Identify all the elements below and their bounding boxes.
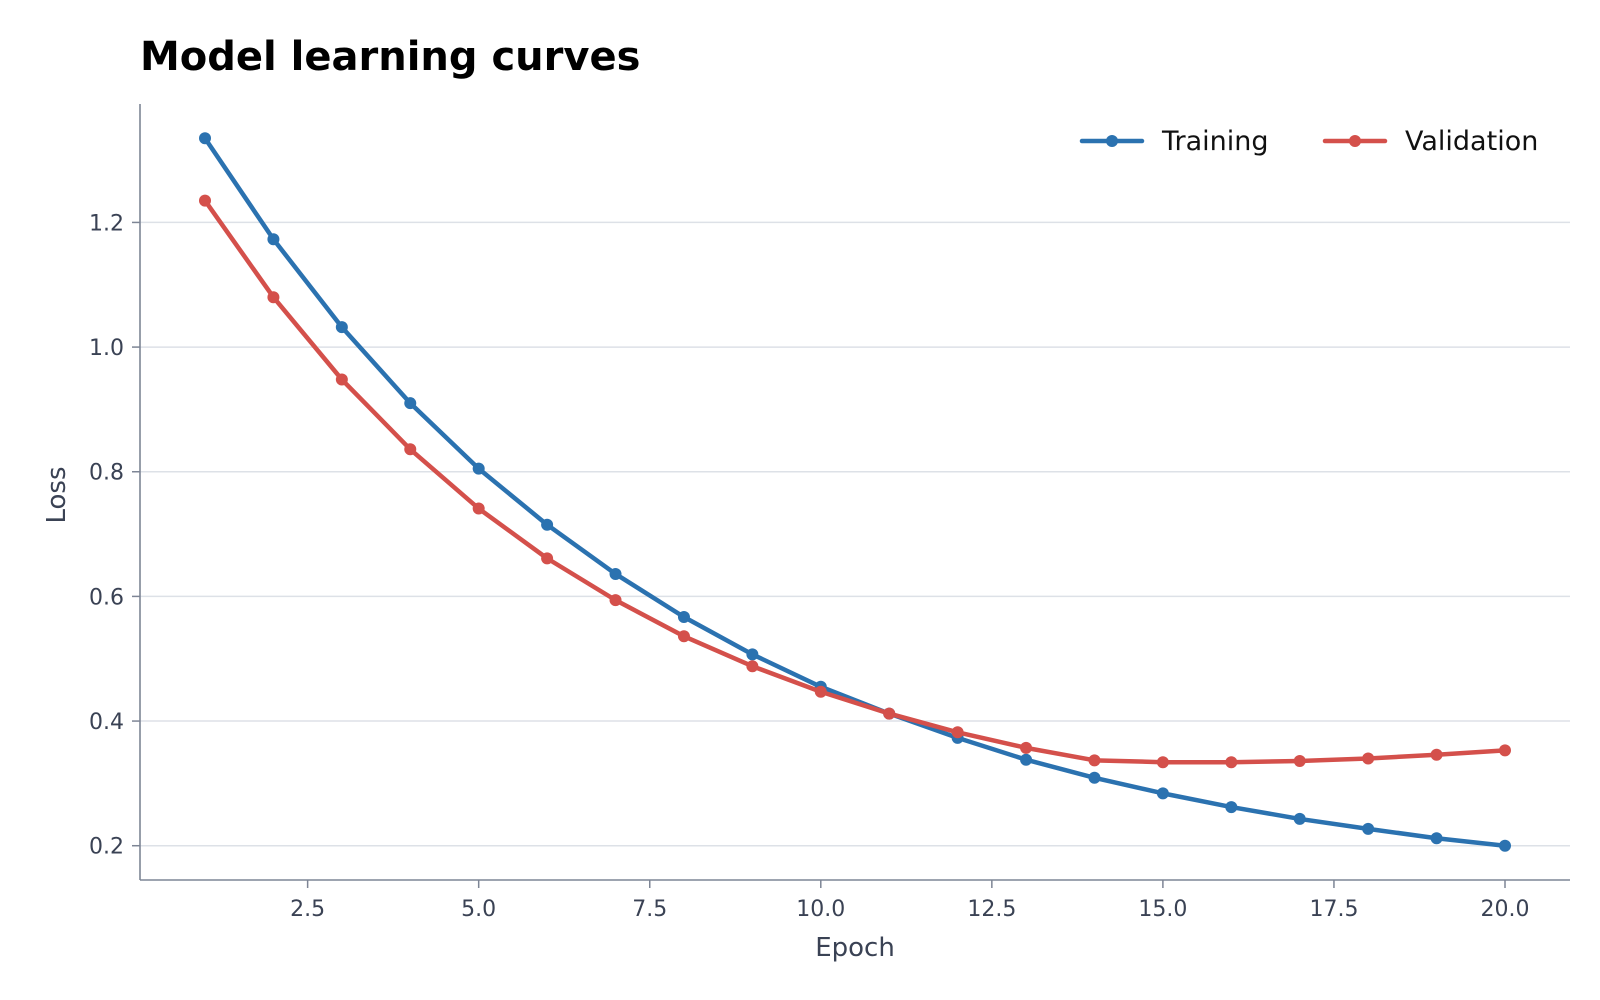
training-point bbox=[609, 567, 622, 580]
legend-marker-training bbox=[1106, 135, 1118, 147]
validation-point bbox=[335, 373, 348, 386]
training-point bbox=[1020, 753, 1033, 766]
validation-point bbox=[1088, 754, 1101, 767]
validation-point bbox=[404, 443, 417, 456]
training-point bbox=[267, 233, 280, 246]
training-point bbox=[404, 397, 417, 410]
training-point bbox=[1293, 812, 1306, 825]
legend-marker-validation bbox=[1349, 135, 1361, 147]
y-ticks: 0.2 0.4 0.6 0.8 1.0 1.2 bbox=[89, 211, 140, 860]
x-tick-label: 12.5 bbox=[967, 897, 1016, 922]
legend-item-validation: Validation bbox=[1322, 126, 1538, 157]
validation-line bbox=[202, 198, 1508, 765]
training-point bbox=[1156, 787, 1169, 800]
training-point bbox=[746, 648, 759, 661]
training-point bbox=[199, 132, 211, 145]
y-tick-label: 0.4 bbox=[89, 710, 124, 735]
legend-label-validation: Validation bbox=[1405, 126, 1538, 157]
validation-point bbox=[951, 726, 964, 739]
training-point bbox=[472, 462, 485, 475]
training-point bbox=[335, 321, 348, 334]
legend-item-training: Training bbox=[1079, 126, 1269, 157]
validation-point bbox=[1430, 748, 1443, 761]
legend-label-training: Training bbox=[1161, 126, 1269, 157]
x-tick-label: 2.5 bbox=[290, 897, 325, 922]
validation-series bbox=[199, 194, 1511, 769]
validation-point bbox=[199, 194, 211, 207]
validation-point bbox=[1293, 754, 1306, 767]
y-tick-label: 0.8 bbox=[89, 461, 124, 486]
y-tick-label: 0.6 bbox=[89, 585, 124, 610]
training-series bbox=[199, 132, 1511, 852]
training-point bbox=[1088, 771, 1101, 784]
validation-point bbox=[1225, 756, 1238, 769]
validation-point bbox=[746, 660, 759, 673]
gridlines bbox=[140, 221, 1570, 847]
x-axis-label: Epoch bbox=[815, 933, 895, 963]
y-tick-label: 1.2 bbox=[89, 211, 124, 236]
x-tick-label: 5.0 bbox=[461, 897, 496, 922]
training-point bbox=[1430, 832, 1443, 845]
validation-point bbox=[677, 630, 690, 643]
validation-point bbox=[1020, 741, 1033, 754]
validation-point bbox=[472, 502, 485, 515]
validation-point bbox=[609, 594, 622, 607]
y-tick-label: 0.2 bbox=[89, 835, 124, 860]
training-point bbox=[541, 518, 554, 531]
y-tick-label: 1.0 bbox=[89, 336, 124, 361]
validation-point bbox=[814, 685, 827, 698]
training-point bbox=[1362, 822, 1375, 835]
axes bbox=[139, 104, 1570, 881]
x-tick-label: 20.0 bbox=[1481, 897, 1530, 922]
validation-point bbox=[1362, 752, 1375, 765]
x-tick-label: 17.5 bbox=[1309, 897, 1358, 922]
x-tick-label: 15.0 bbox=[1138, 897, 1187, 922]
validation-point bbox=[1156, 756, 1169, 769]
chart-title: Model learning curves bbox=[140, 34, 640, 80]
x-ticks: 2.5 5.0 7.5 10.0 12.5 15.0 17.5 20.0 bbox=[290, 880, 1529, 922]
training-point bbox=[677, 610, 690, 623]
validation-point bbox=[267, 291, 280, 304]
training-point bbox=[1499, 839, 1511, 852]
legend: Training Validation bbox=[1079, 126, 1538, 157]
training-point bbox=[1225, 801, 1238, 814]
x-tick-label: 10.0 bbox=[796, 897, 845, 922]
series bbox=[199, 132, 1511, 852]
validation-point bbox=[883, 707, 896, 720]
x-tick-label: 7.5 bbox=[632, 897, 667, 922]
y-axis-label: Loss bbox=[42, 466, 72, 523]
validation-point bbox=[1499, 744, 1511, 757]
training-line bbox=[202, 136, 1508, 848]
validation-point bbox=[541, 552, 554, 565]
